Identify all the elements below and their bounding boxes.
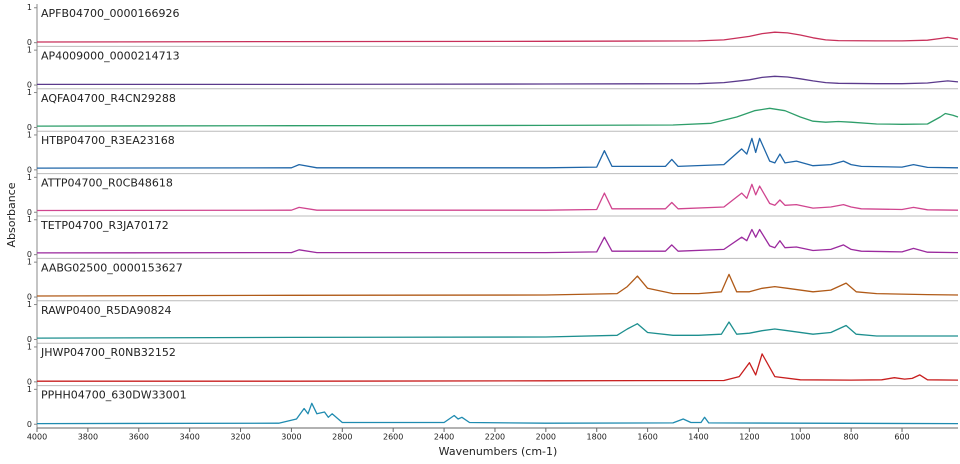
y-axis-label: Absorbance <box>5 182 18 247</box>
panel-label: AQFA04700_R4CN29288 <box>41 92 176 105</box>
panel-label: JHWP04700_R0NB32152 <box>40 346 176 359</box>
y-tick-label: 1 <box>27 258 32 267</box>
spectrum-line <box>36 273 959 297</box>
spectrum-line <box>36 107 959 127</box>
y-tick-label: 0 <box>27 81 32 90</box>
spectrum-line <box>36 402 959 425</box>
panel-label: ATTP04700_R0CB48618 <box>41 177 173 190</box>
y-tick-label: 1 <box>27 215 32 224</box>
x-tick-label: 1600 <box>637 433 657 442</box>
x-axis-label: Wavenumbers (cm-1) <box>439 445 558 458</box>
y-tick-label: 1 <box>27 46 32 55</box>
x-tick-label: 2600 <box>383 433 403 442</box>
y-tick-label: 1 <box>27 173 32 182</box>
x-tick-label: 1000 <box>790 433 810 442</box>
panel-label: AABG02500_0000153627 <box>41 261 183 274</box>
y-tick-label: 0 <box>27 123 32 132</box>
y-tick-label: 0 <box>27 38 32 47</box>
y-tick-label: 0 <box>27 335 32 344</box>
y-tick-label: 0 <box>27 250 32 259</box>
x-tick-label: 1800 <box>587 433 607 442</box>
x-tick-label: 3800 <box>78 433 98 442</box>
y-tick-label: 0 <box>27 165 32 174</box>
spectrum-line <box>36 321 958 339</box>
panel-label: APFB04700_0000166926 <box>41 7 180 20</box>
spectrum-line <box>37 75 959 86</box>
y-tick-label: 0 <box>27 208 32 217</box>
y-tick-label: 0 <box>27 293 32 302</box>
x-tick-label: 2400 <box>434 433 454 442</box>
spectrum-line <box>36 183 959 212</box>
x-tick-label: 3400 <box>179 433 199 442</box>
x-tick-label: 1400 <box>688 433 708 442</box>
spectrum-line <box>36 137 959 169</box>
panel-label: RAWP0400_R5DA90824 <box>41 304 172 317</box>
panel-label: PPHH04700_630DW33001 <box>41 389 187 402</box>
y-tick-label: 1 <box>27 88 32 97</box>
y-tick-label: 1 <box>27 3 32 12</box>
y-tick-label: 1 <box>27 385 32 394</box>
y-tick-label: 1 <box>27 342 32 351</box>
panel-label: AP4009000_0000214713 <box>41 49 180 62</box>
y-tick-label: 0 <box>27 420 32 429</box>
x-tick-label: 800 <box>844 433 859 442</box>
spectrum-line <box>36 228 959 254</box>
x-tick-label: 3200 <box>230 433 250 442</box>
panel-label: HTBP04700_R3EA23168 <box>41 134 175 147</box>
spectrum-line <box>37 353 959 382</box>
x-tick-label: 3000 <box>281 433 301 442</box>
panel-label: TETP04700_R3JA70172 <box>40 219 169 232</box>
y-tick-label: 1 <box>27 300 32 309</box>
x-tick-label: 2800 <box>332 433 352 442</box>
x-tick-label: 2200 <box>485 433 505 442</box>
y-tick-label: 0 <box>27 377 32 386</box>
x-tick-label: 600 <box>894 433 909 442</box>
x-tick-label: 1200 <box>739 433 759 442</box>
spectrum-line <box>36 31 959 43</box>
x-tick-label: 2000 <box>536 433 556 442</box>
x-tick-label: 4000 <box>27 433 47 442</box>
x-tick-label: 3600 <box>129 433 149 442</box>
y-tick-label: 1 <box>27 130 32 139</box>
